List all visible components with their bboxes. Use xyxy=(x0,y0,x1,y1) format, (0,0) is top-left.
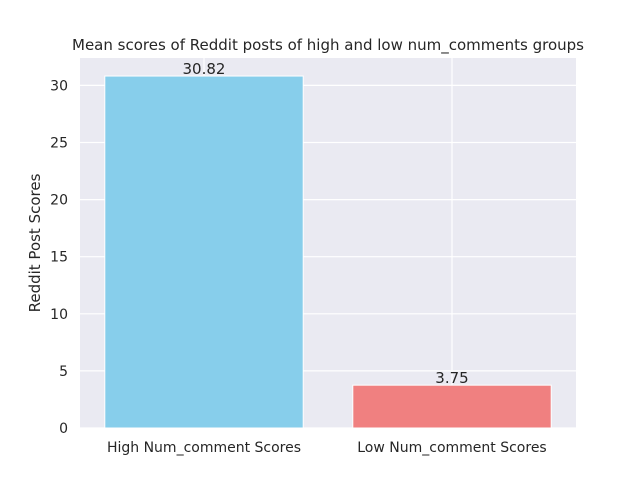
y-tick-label: 0 xyxy=(59,421,68,437)
y-tick-label: 5 xyxy=(59,364,68,380)
tick-label-layer: 0 5 10 15 20 25 30 High Num_comment Scores Low N… xyxy=(50,78,547,456)
bar-layer xyxy=(104,75,552,429)
y-tick-label: 30 xyxy=(50,78,68,94)
x-tick-label: High Num_comment Scores xyxy=(107,440,301,456)
data-label-layer: 30.82 3.75 xyxy=(183,60,469,387)
chart-title: Mean scores of Reddit posts of high and … xyxy=(72,36,584,55)
y-axis-label: Reddit Post Scores xyxy=(26,173,44,312)
bar xyxy=(352,384,552,429)
bar-value-label: 30.82 xyxy=(183,60,226,78)
bar-value-label: 3.75 xyxy=(435,369,468,387)
x-tick-label: Low Num_comment Scores xyxy=(357,440,546,456)
y-tick-label: 15 xyxy=(50,250,68,266)
y-tick-label: 10 xyxy=(50,307,68,323)
bar xyxy=(104,75,304,429)
y-tick-label: 25 xyxy=(50,136,68,152)
y-tick-label: 20 xyxy=(50,193,68,209)
